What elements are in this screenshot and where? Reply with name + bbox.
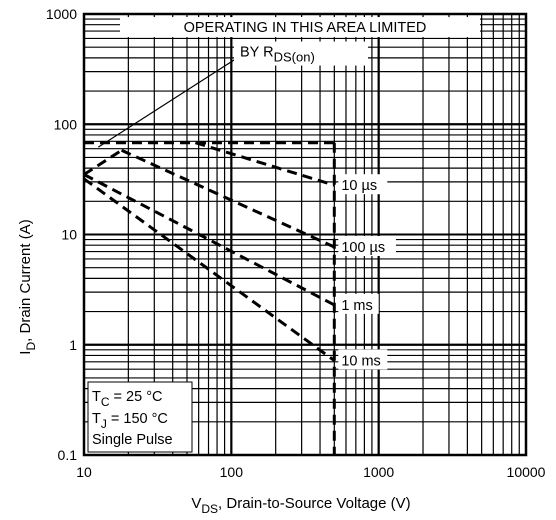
condition-pulse: Single Pulse bbox=[92, 432, 173, 448]
curve-label: 10 ms bbox=[341, 353, 381, 369]
x-tick-label: 10000 bbox=[507, 464, 546, 480]
tick-labels: 10 100 1000 10000 0.1 1 10 100 1000 bbox=[46, 6, 546, 480]
plot-frame bbox=[82, 12, 528, 457]
y-tick-label: 0.1 bbox=[58, 447, 78, 463]
curve-label: 100 µs bbox=[341, 240, 385, 256]
curve-label-bg-2 bbox=[338, 293, 379, 314]
x-tick-label: 10 bbox=[76, 464, 92, 480]
x-tick-label: 1000 bbox=[363, 464, 394, 480]
rds-on-limit-line bbox=[97, 57, 238, 148]
rds-note-line2: BY RDS(on) bbox=[240, 45, 315, 65]
condition-tc: TC = 25 °C bbox=[92, 389, 162, 409]
series-line-2 bbox=[83, 149, 123, 176]
condition-tj: TJ = 150 °C bbox=[92, 411, 168, 431]
rds-note-box-1 bbox=[120, 17, 480, 38]
curve-label: 10 µs bbox=[341, 178, 377, 194]
curve-label-bg-1 bbox=[338, 236, 396, 257]
series-line-1 bbox=[120, 148, 335, 249]
x-tick-label: 100 bbox=[220, 464, 244, 480]
curve-label: 1 ms bbox=[341, 298, 372, 314]
curve-label-bg-0 bbox=[338, 174, 388, 195]
curve-label-bg-3 bbox=[338, 349, 388, 370]
y-tick-label: 1000 bbox=[46, 6, 77, 22]
rds-note-box-2 bbox=[234, 41, 368, 66]
series-line-4 bbox=[83, 177, 336, 362]
rds-note-line1: OPERATING IN THIS AREA LIMITED bbox=[184, 20, 427, 36]
y-tick-label: 10 bbox=[61, 227, 77, 243]
x-axis-label: VDS, Drain-to-Source Voltage (V) bbox=[191, 495, 410, 516]
conditions-box bbox=[87, 381, 193, 453]
y-tick-label: 1 bbox=[69, 337, 77, 353]
chart-lines bbox=[83, 57, 336, 455]
chart-annotations: OPERATING IN THIS AREA LIMITED BY RDS(on)… bbox=[87, 17, 480, 453]
series-line-0 bbox=[194, 141, 335, 187]
y-axis-label: ID, Drain Current (A) bbox=[17, 219, 38, 354]
y-tick-label: 100 bbox=[54, 116, 78, 132]
